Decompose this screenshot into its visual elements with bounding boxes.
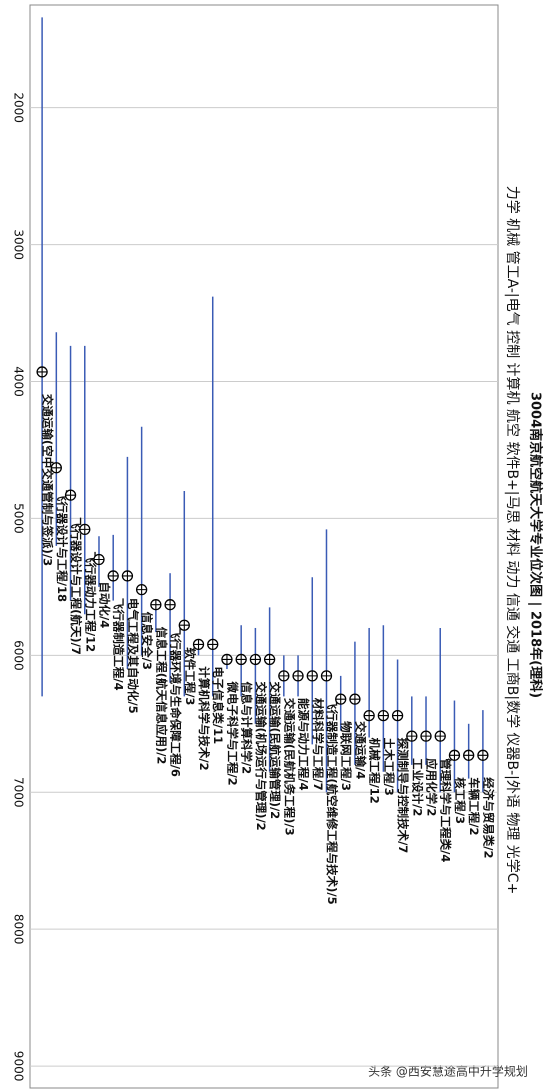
- category-label: 飞行器设计与工程(航天)/7: [69, 517, 83, 655]
- rank-marker-cross: [477, 750, 488, 761]
- rank-marker-cross: [392, 710, 403, 721]
- category-label: 物联网工程/3: [339, 721, 353, 791]
- category-label: 管理科学与工程类/4: [439, 758, 453, 862]
- category-label: 计算机科学与技术/2: [197, 666, 211, 770]
- rank-marker-cross: [193, 639, 204, 650]
- plot-frame: [29, 4, 499, 1089]
- category-label: 交通运输(机场运行与管理)/2: [254, 681, 268, 830]
- rank-marker-cross: [165, 599, 176, 610]
- rank-marker-cross: [378, 710, 389, 721]
- rank-marker-cross: [37, 366, 48, 377]
- category-label: 软件工程/3: [183, 647, 197, 705]
- rank-marker-cross: [463, 750, 474, 761]
- category-label: 电子信息类/11: [211, 666, 225, 744]
- category-label: 信息安全/3: [140, 612, 154, 670]
- rank-marker-cross: [293, 670, 304, 681]
- rank-marker-cross: [122, 570, 133, 581]
- category-label: 飞行器设计与工程/18: [55, 490, 69, 602]
- category-label: 车辆工程/2: [467, 777, 481, 835]
- category-label: 土木工程/3: [382, 738, 396, 796]
- rank-marker-cross: [221, 654, 232, 665]
- category-label: 飞行器动力工程/12: [83, 551, 97, 652]
- rank-marker-cross: [406, 731, 417, 742]
- category-label: 自动化/4: [97, 582, 111, 629]
- y-tick-label: 9000: [12, 1051, 26, 1082]
- rank-marker-cross: [421, 731, 432, 742]
- y-tick-label: 2000: [12, 92, 26, 123]
- rank-marker-cross: [179, 620, 190, 631]
- y-tick-label: 6000: [12, 640, 26, 671]
- y-tick-label: 8000: [12, 914, 26, 945]
- y-tick-label: 3000: [12, 229, 26, 260]
- category-label: 机械工程/12: [368, 738, 382, 804]
- category-label: 交通运输(空中交通管制与签派)/3: [41, 394, 55, 566]
- category-label: 交通运输/4: [353, 721, 367, 779]
- rank-marker-cross: [250, 654, 261, 665]
- category-label: 能源与动力工程/4: [297, 698, 311, 791]
- rank-marker-cross: [321, 670, 332, 681]
- y-tick-label: 4000: [12, 366, 26, 397]
- category-label: 应用化学/2: [425, 758, 439, 816]
- rank-marker-cross: [136, 584, 147, 595]
- rank-marker-cross: [349, 694, 360, 705]
- chart-title: 3004南京航空航天大学专业位次图 | 2018年(理科): [528, 392, 544, 698]
- category-label: 飞行器制造工程(航空维修工程与技术)/5: [325, 698, 339, 905]
- rank-marker-cross: [264, 654, 275, 665]
- rank-marker-cross: [278, 670, 289, 681]
- rank-marker-cross: [449, 750, 460, 761]
- rank-marker-cross: [236, 654, 247, 665]
- y-tick-label: 7000: [12, 777, 26, 808]
- rank-marker-cross: [79, 524, 90, 535]
- rank-marker-cross: [335, 694, 346, 705]
- rank-marker-cross: [435, 731, 446, 742]
- category-label: 飞行器环境与生命保障工程/6: [169, 627, 183, 777]
- category-label: 交通运输(民航运输管理)/2: [268, 681, 282, 819]
- category-label: 工业设计/2: [410, 758, 424, 816]
- category-label: 交通运输(民航机务工程)/3: [282, 698, 296, 836]
- category-label: 微电子科学与工程/2: [225, 680, 239, 785]
- category-label: 经济与贸易类/2: [481, 777, 495, 858]
- category-label: 材料科学与工程/7: [311, 698, 325, 791]
- chart-subtitle: 力学 机械 管工A-|电气 控制 计算机 航空 软件B+|马思 材料 动力 信通…: [504, 186, 521, 895]
- rank-marker-cross: [51, 462, 62, 473]
- category-label: 信息与计算科学/2: [240, 681, 254, 774]
- rank-marker-cross: [364, 710, 375, 721]
- rank-marker-cross: [93, 554, 104, 565]
- rank-marker-cross: [307, 670, 318, 681]
- category-label: 探测制导与控制技术/7: [396, 738, 410, 854]
- rank-marker-cross: [108, 570, 119, 581]
- rank-marker-cross: [65, 490, 76, 501]
- category-label: 核工程/3: [453, 777, 467, 824]
- rank-marker-cross: [207, 639, 218, 650]
- watermark: 头条 @西安慧途高中升学规划: [368, 1064, 528, 1079]
- category-label: 飞行器制造工程/4: [112, 598, 126, 691]
- y-tick-label: 5000: [12, 503, 26, 534]
- rank-marker-cross: [150, 599, 161, 610]
- category-label: 信息工程(航天信息应用)/2: [154, 627, 168, 765]
- category-label: 电气工程及其自动化/5: [126, 598, 140, 714]
